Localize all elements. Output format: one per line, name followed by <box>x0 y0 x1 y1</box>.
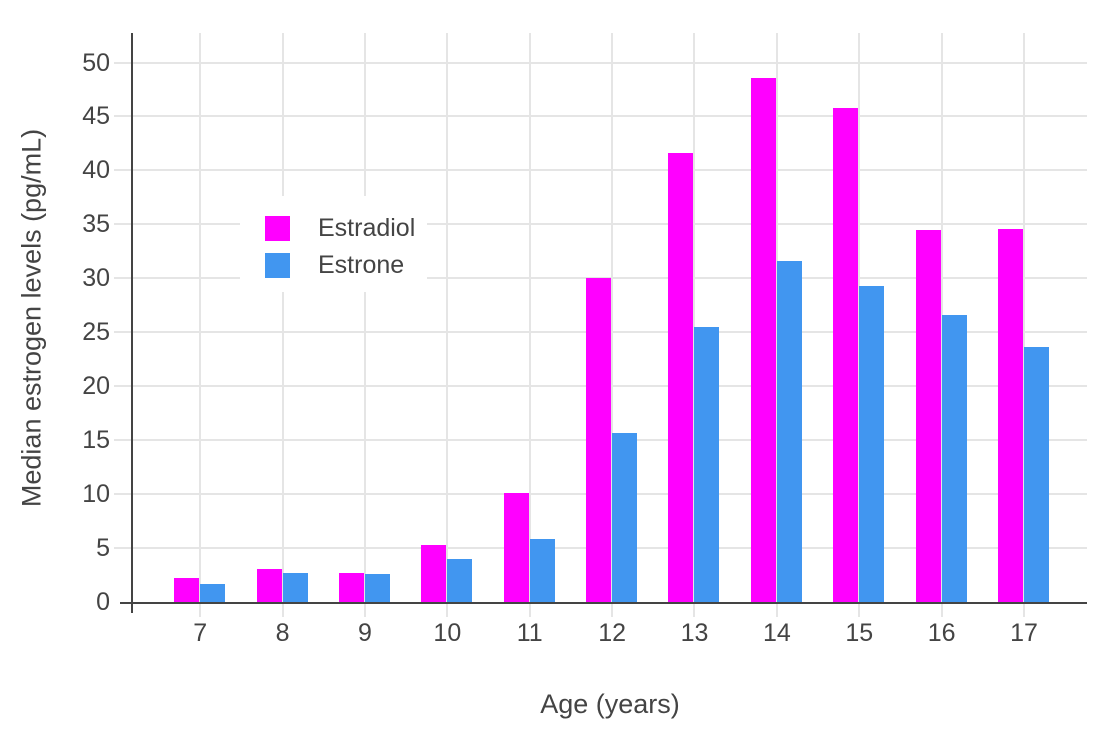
bar-estrone-age-13 <box>694 326 720 602</box>
bar-estradiol-age-16 <box>915 229 941 602</box>
x-tick-label-13: 13 <box>680 619 709 647</box>
x-tick-16 <box>940 602 943 617</box>
y-tick-label-45: 45 <box>82 102 110 131</box>
x-gridline-10 <box>446 33 449 602</box>
estradiol-color-swatch <box>265 215 290 241</box>
bar-estrone-age-9 <box>364 573 390 602</box>
x-tick-label-7: 7 <box>193 619 208 647</box>
y-gridline-35 <box>114 223 1087 226</box>
x-tick-label-14: 14 <box>762 619 791 647</box>
x-axis-title: Age (years) <box>540 689 680 719</box>
y-tick-label-35: 35 <box>82 210 110 239</box>
x-tick-17 <box>1023 602 1025 617</box>
x-tick-label-12: 12 <box>598 619 626 647</box>
x-gridline-12 <box>611 33 614 602</box>
x-tick-label-11: 11 <box>516 619 543 647</box>
legend: Estradiol Estrone <box>240 196 427 292</box>
y-tick-label-0: 0 <box>96 588 110 616</box>
x-tick-10 <box>446 602 449 617</box>
bar-estrone-age-16 <box>941 315 967 602</box>
y-tick-label-40: 40 <box>82 156 110 185</box>
x-tick-12 <box>611 602 614 617</box>
bar-estradiol-age-14 <box>750 77 776 602</box>
x-tick-11 <box>528 602 531 617</box>
bar-estrone-age-8 <box>282 572 308 602</box>
x-gridline-13 <box>693 33 696 602</box>
x-tick-14 <box>775 602 778 617</box>
legend-item-estrone[interactable]: Estrone <box>265 250 405 279</box>
y-tick-label-50: 50 <box>82 48 110 77</box>
legend-label-estradiol: Estradiol <box>318 213 416 242</box>
bar-estradiol-age-12 <box>586 278 612 602</box>
x-tick-label-8: 8 <box>275 619 290 647</box>
x-tick-9 <box>363 602 366 617</box>
y-tick-label-30: 30 <box>82 264 110 293</box>
bar-estrone-age-14 <box>776 261 802 602</box>
x-tick-13 <box>693 602 696 617</box>
x-tick-15 <box>858 602 861 617</box>
y-gridline-40 <box>114 169 1087 172</box>
bar-estradiol-age-17 <box>998 228 1023 602</box>
x-gridline-17 <box>1023 33 1025 602</box>
bar-estradiol-age-15 <box>833 107 859 602</box>
x-tick-label-15: 15 <box>845 619 874 647</box>
y-tick-label-20: 20 <box>82 372 110 401</box>
x-gridline-7 <box>199 33 202 602</box>
x-tick-label-10: 10 <box>433 619 462 647</box>
legend-label-estrone: Estrone <box>318 250 405 279</box>
bar-estrone-age-15 <box>859 285 885 602</box>
bar-estrone-age-17 <box>1024 347 1049 602</box>
bar-estrone-age-7 <box>200 583 226 602</box>
bar-estrone-age-11 <box>529 539 555 602</box>
y-tick-label-5: 5 <box>96 534 110 563</box>
x-gridline-11 <box>528 33 531 602</box>
bar-estradiol-age-7 <box>174 578 200 602</box>
x-gridline-8 <box>281 33 284 602</box>
y-tick-label-10: 10 <box>82 480 110 509</box>
bar-estrone-age-10 <box>447 558 473 602</box>
x-axis-line <box>120 601 1087 604</box>
plot-area: Estradiol Estrone Age (years) Median est… <box>17 33 1087 719</box>
x-tick-label-16: 16 <box>927 619 956 647</box>
y-tick-label-15: 15 <box>82 426 110 455</box>
x-tick-label-9: 9 <box>358 619 372 647</box>
y-gridline-45 <box>114 115 1087 118</box>
y-gridline-50 <box>114 61 1087 64</box>
x-tick-8 <box>281 602 284 617</box>
x-tick-7 <box>199 602 202 617</box>
y-axis-line <box>130 33 133 613</box>
bar-estradiol-age-10 <box>421 544 447 602</box>
estrone-color-swatch <box>265 252 290 278</box>
bar-estrone-age-12 <box>612 432 638 602</box>
bar-estradiol-age-8 <box>256 568 282 602</box>
x-tick-label-17: 17 <box>1010 619 1038 647</box>
bar-estradiol-age-13 <box>668 153 694 602</box>
x-gridline-9 <box>363 33 366 602</box>
bar-estradiol-age-11 <box>503 493 529 602</box>
y-tick-label-25: 25 <box>82 318 110 347</box>
bar-estradiol-age-9 <box>338 572 364 602</box>
legend-item-estradiol[interactable]: Estradiol <box>265 213 416 242</box>
